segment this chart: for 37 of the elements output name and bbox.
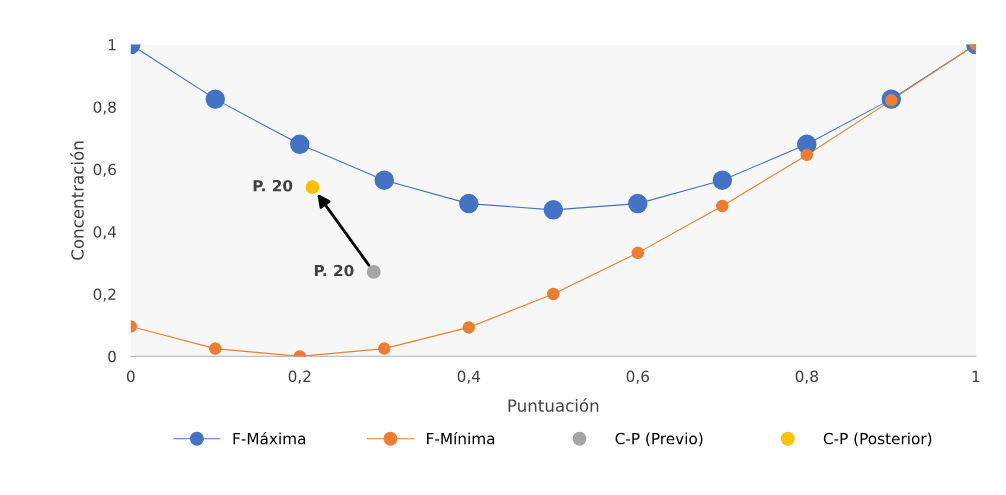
y-tick-label: 1 xyxy=(108,39,116,51)
x-axis-title: Puntuación xyxy=(508,398,599,412)
point xyxy=(366,264,381,279)
x-tick-label: 0,2 xyxy=(288,370,311,384)
point xyxy=(631,246,645,260)
point xyxy=(712,170,733,190)
point xyxy=(290,134,310,155)
point xyxy=(462,321,476,334)
y-tick-label: 0,2 xyxy=(93,288,116,302)
x-tick-label: 1 xyxy=(972,370,980,382)
legend-label: C-P (Previo) xyxy=(615,432,703,447)
x-tick-label: 0 xyxy=(126,370,135,383)
point xyxy=(800,148,814,162)
point xyxy=(305,180,320,194)
point xyxy=(209,342,222,355)
legend-label: F-Mínima xyxy=(427,431,495,445)
point xyxy=(459,193,479,214)
line-series xyxy=(130,44,976,357)
y-tick-label: 0,8 xyxy=(93,101,116,115)
x-tick-label: 0,6 xyxy=(626,370,649,384)
annotation: P. 20 xyxy=(314,264,354,277)
x-tick-label: 0,4 xyxy=(457,370,481,384)
y-tick-label: 0,4 xyxy=(93,226,117,240)
annotation: P. 20 xyxy=(253,179,293,192)
y-axis-title: Concentración xyxy=(70,141,84,260)
point xyxy=(547,287,560,301)
point xyxy=(716,199,729,213)
x-tick-label: 0,8 xyxy=(795,370,818,384)
point xyxy=(378,342,391,355)
y-tick-label: 0 xyxy=(108,350,116,363)
point xyxy=(205,89,226,109)
legend-label: C-P (Posterior) xyxy=(823,432,932,447)
point xyxy=(374,170,395,190)
y-tick-label: 0,6 xyxy=(93,163,116,177)
point xyxy=(543,200,564,220)
legend-label: F-Máxima xyxy=(233,431,306,445)
point xyxy=(628,193,648,214)
